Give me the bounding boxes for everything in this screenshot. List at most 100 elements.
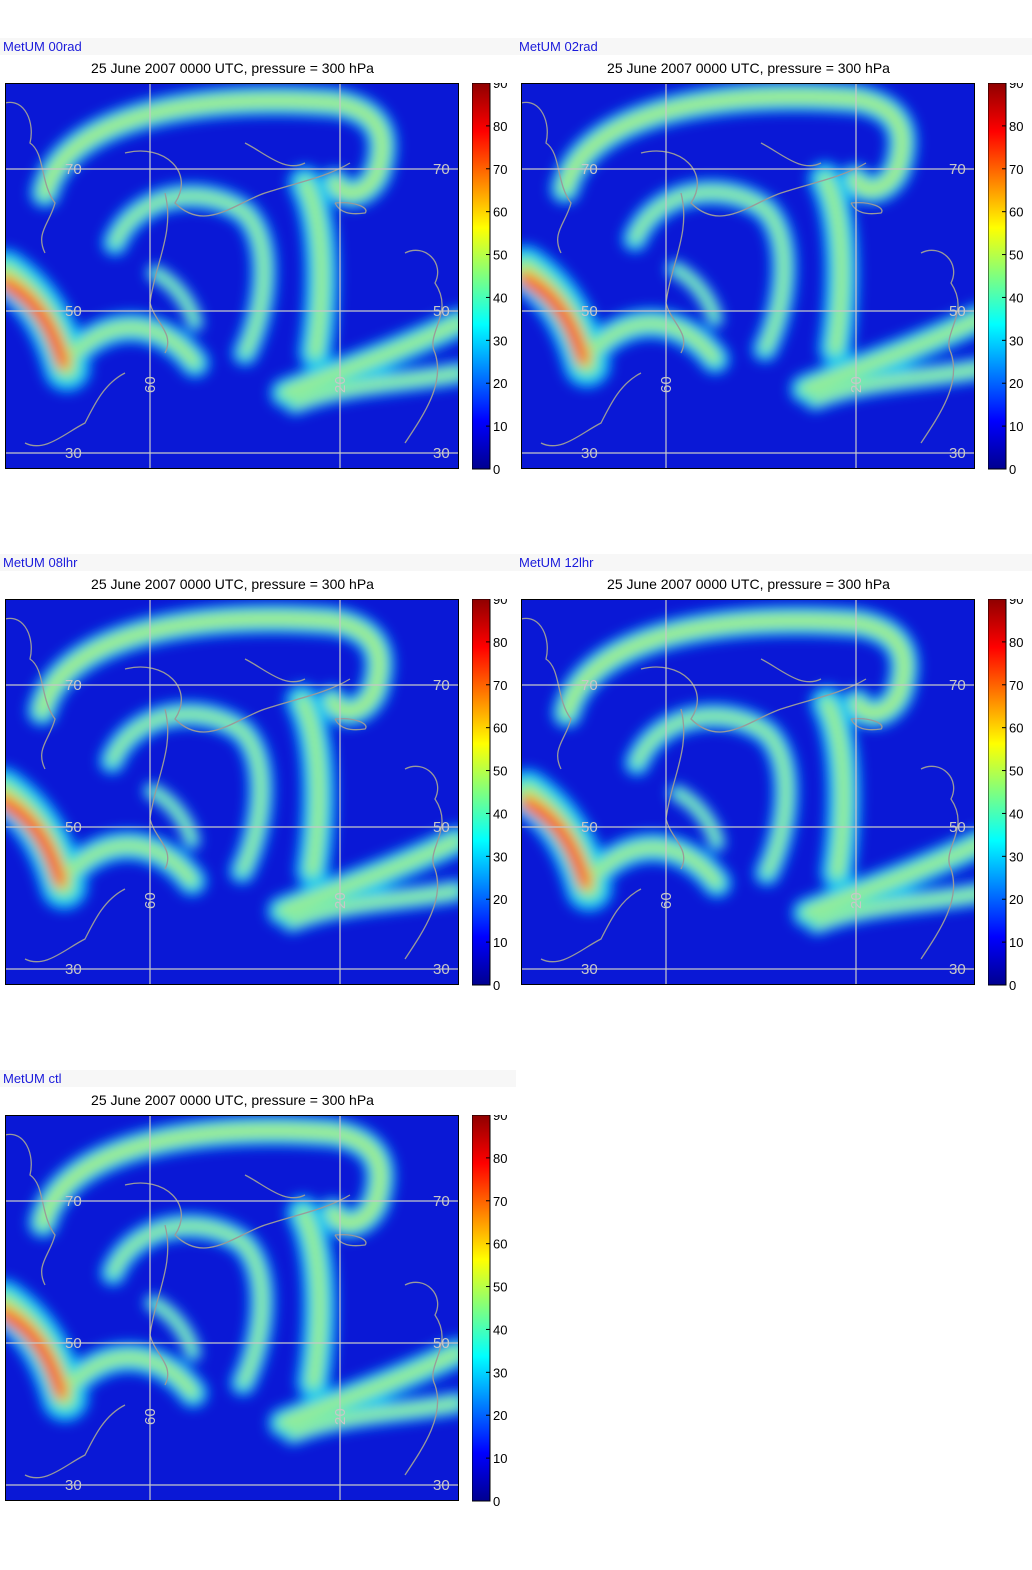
wind-band-6 [814, 890, 975, 926]
jet-max [532, 810, 582, 876]
coastline [124, 1182, 351, 1249]
colorbar-tick-label: 0 [493, 978, 500, 991]
colorbar-tick-label: 80 [493, 1151, 507, 1166]
latitude-label-left: 70 [65, 161, 82, 178]
colorbar-tick-label: 30 [493, 1365, 507, 1380]
coastline [24, 1404, 126, 1479]
latitude-label-left: 70 [581, 161, 598, 178]
wind-band-3 [593, 843, 721, 887]
wind-band-1 [821, 175, 846, 353]
colorbar-scale [472, 83, 491, 470]
colorbar-tick-label: 30 [493, 333, 507, 348]
map-frame [5, 599, 459, 985]
colorbar-tick-label: 60 [1009, 721, 1023, 736]
colorbar-tick-label: 90 [1009, 83, 1023, 91]
latitude-label-right: 30 [949, 961, 966, 978]
longitude-label: 20 [332, 892, 349, 909]
colorbar-tick-label: 70 [1009, 162, 1023, 177]
colorbar-tick-label: 90 [1009, 599, 1023, 607]
coastline [5, 101, 56, 254]
colorbar-tick-label: 60 [493, 1237, 507, 1252]
latitude-label-left: 50 [65, 1335, 82, 1352]
wind-speed-map: 70 70 50 50 30 30 60 20 [521, 83, 975, 469]
colorbar-tick-label: 50 [1009, 764, 1023, 779]
colorbar-tick-label: 50 [493, 1280, 507, 1295]
colorbar-tick-label: 10 [1009, 935, 1023, 950]
panel-header: MetUM 12lhr [516, 554, 1032, 571]
colorbar-tick-label: 10 [493, 935, 507, 950]
wind-band-3 [71, 323, 199, 367]
latitude-label-right: 70 [433, 677, 450, 694]
coastline [640, 150, 867, 217]
wind-band-1 [298, 697, 323, 875]
coastline [24, 888, 126, 963]
longitude-label: 60 [142, 892, 159, 909]
colorbar-tick-label: 10 [493, 1451, 507, 1466]
latitude-label-left: 30 [65, 1477, 82, 1494]
coastline [920, 765, 959, 960]
wind-band-0 [38, 1125, 386, 1229]
coastline [244, 142, 306, 167]
colorbar-scale [988, 599, 1007, 986]
wind-band-1 [823, 699, 848, 877]
latitude-label-left: 50 [65, 819, 82, 836]
wind-band-0 [560, 91, 908, 195]
coastline [640, 666, 867, 733]
wind-speed-map: 70 70 50 50 30 30 60 20 [521, 599, 975, 985]
latitude-label-left: 50 [65, 303, 82, 320]
map-title: 25 June 2007 0000 UTC, pressure = 300 hP… [91, 1092, 374, 1108]
coastline [244, 658, 306, 683]
colorbar-tick-label: 40 [493, 806, 507, 821]
run-label: MetUM 02rad [519, 39, 598, 54]
longitude-label: 60 [142, 1408, 159, 1425]
colorbar: 90 80 70 60 50 40 30 20 10 0 [472, 1115, 507, 1507]
colorbar-tick-label: 40 [1009, 290, 1023, 305]
panel-header: MetUM 02rad [516, 38, 1032, 55]
panel-header: MetUM ctl [0, 1070, 516, 1087]
coastline [5, 617, 56, 770]
colorbar-tick-label: 20 [1009, 892, 1023, 907]
colorbar-tick-label: 40 [1009, 806, 1023, 821]
wind-band-5 [109, 711, 264, 874]
coastline [521, 101, 572, 254]
jet-max [530, 286, 580, 352]
colorbar-scale [988, 83, 1007, 470]
panel-00rad: MetUM 00rad 25 June 2007 0000 UTC, press… [0, 38, 516, 538]
colorbar-tick-label: 10 [493, 419, 507, 434]
latitude-label-right: 70 [433, 1193, 450, 1210]
map-frame [5, 1115, 459, 1501]
wind-field [521, 83, 975, 411]
run-label: MetUM ctl [3, 1071, 62, 1086]
wind-band-6 [290, 1400, 459, 1436]
wind-band-4 [801, 316, 975, 393]
panel-header: MetUM 08lhr [0, 554, 516, 571]
wind-band-3 [68, 841, 196, 885]
wind-field [5, 1115, 459, 1445]
run-label: MetUM 08lhr [3, 555, 78, 570]
colorbar-tick-label: 30 [1009, 333, 1023, 348]
colorbar-tick-label: 20 [493, 376, 507, 391]
coastline [920, 249, 959, 444]
coastline [760, 142, 822, 167]
latitude-label-right: 30 [433, 1477, 450, 1494]
latitude-label-right: 50 [949, 303, 966, 320]
colorbar: 90 80 70 60 50 40 30 20 10 0 [472, 599, 507, 991]
colorbar-tick-label: 30 [1009, 849, 1023, 864]
colorbar-tick-label: 70 [493, 162, 507, 177]
map-frame [521, 599, 975, 985]
longitude-label: 60 [142, 376, 159, 393]
jet-max [10, 290, 60, 356]
colorbar-tick-label: 70 [493, 1194, 507, 1209]
colorbar-tick-label: 70 [493, 678, 507, 693]
latitude-label-left: 30 [65, 445, 82, 462]
wind-speed-map: 70 70 50 50 30 30 60 20 [5, 1115, 459, 1501]
coastline [24, 372, 126, 447]
colorbar-tick-label: 80 [1009, 635, 1023, 650]
colorbar-tick-label: 10 [1009, 419, 1023, 434]
wind-band-4 [281, 319, 459, 397]
coastline [404, 249, 443, 444]
map-frame [521, 83, 975, 469]
colorbar-tick-label: 0 [493, 1494, 500, 1507]
run-label: MetUM 12lhr [519, 555, 594, 570]
wind-band-1 [299, 1209, 324, 1387]
